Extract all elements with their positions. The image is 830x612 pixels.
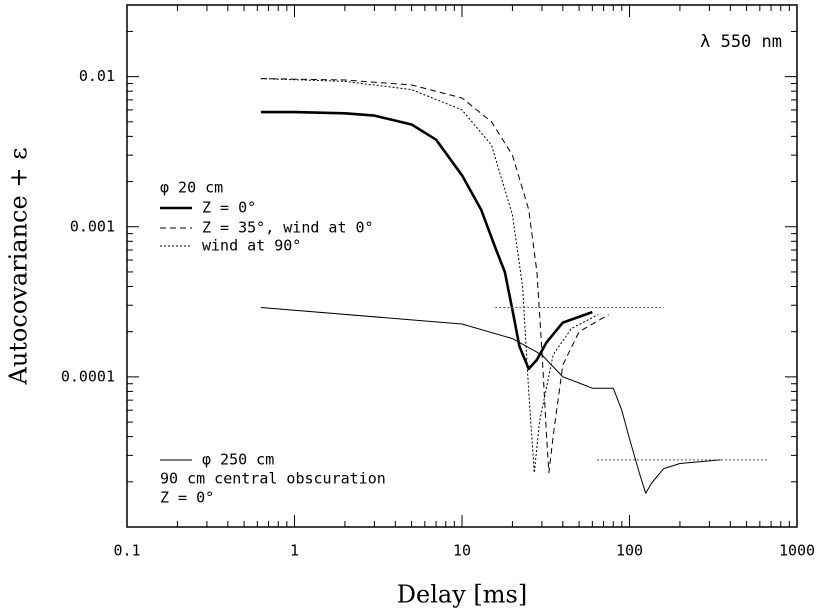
line bbox=[260, 110, 593, 371]
y-axis-label: Autocovariance + ε bbox=[5, 148, 33, 386]
legend-label: wind at 90° bbox=[202, 237, 301, 255]
legend-label: Z = 0° bbox=[202, 199, 256, 217]
annotation: λ 550 nm bbox=[700, 32, 782, 52]
y-tick-label: 0.001 bbox=[70, 217, 115, 235]
line bbox=[260, 78, 599, 474]
x-axis-label: Delay [ms] bbox=[397, 581, 527, 609]
line bbox=[260, 78, 609, 474]
legend-label: Z = 35°, wind at 0° bbox=[202, 219, 374, 237]
x-tick-label: 0.1 bbox=[113, 542, 140, 560]
y-tick-label: 0.01 bbox=[79, 67, 115, 85]
line bbox=[260, 307, 721, 494]
legend-title: φ 20 cm bbox=[160, 179, 223, 197]
plot-frame bbox=[126, 4, 798, 528]
x-tick-label: 1000 bbox=[779, 542, 815, 560]
legend-note: 90 cm central obscuration bbox=[160, 470, 386, 488]
x-tick-label: 1 bbox=[290, 542, 299, 560]
x-tick-label: 100 bbox=[616, 542, 643, 560]
y-tick-label: 0.0001 bbox=[61, 367, 115, 385]
legend-note: Z = 0° bbox=[160, 489, 214, 507]
x-tick-label: 10 bbox=[453, 542, 471, 560]
legend-label: φ 250 cm bbox=[202, 451, 274, 469]
